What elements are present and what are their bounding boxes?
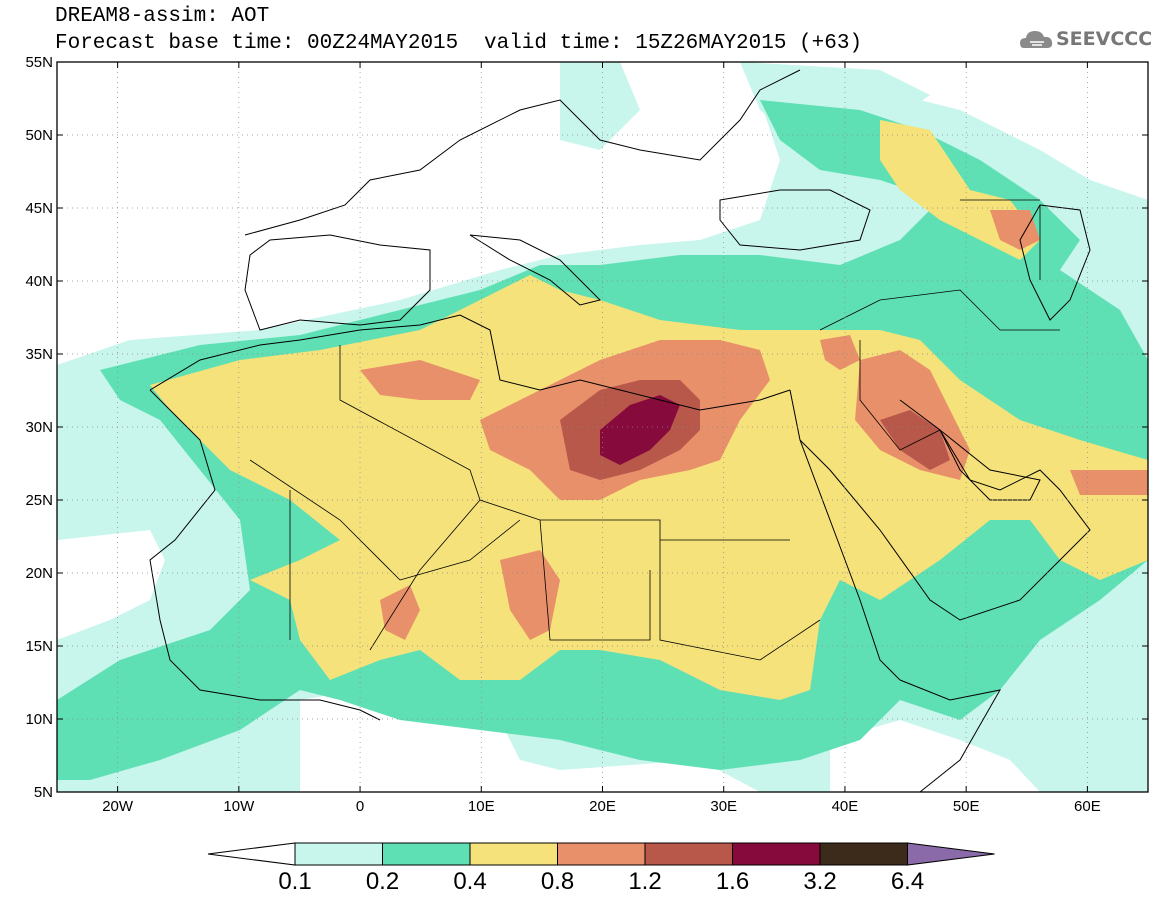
lon-label: 20W: [102, 798, 134, 815]
colorbar: [207, 842, 995, 866]
lat-label: 40N: [25, 273, 53, 290]
aot-level-1.6: [600, 395, 680, 465]
colorbar-segment: [557, 842, 646, 866]
forecast-base-time: Forecast base time: 00Z24MAY2015: [55, 32, 459, 55]
lon-label: 10E: [468, 798, 495, 815]
aot-level-0.8-caspian: [990, 210, 1040, 250]
aot-level-0.8-south: [380, 585, 420, 640]
aot-level-0.8-west: [360, 360, 480, 400]
lat-label: 35N: [25, 346, 53, 363]
no-aot-area-east-africa: [830, 720, 1040, 792]
lat-label: 45N: [25, 200, 53, 217]
caspian-coastline: [1019, 204, 1091, 321]
aot-level-0.8-coast: [820, 335, 860, 370]
lon-label: 10W: [223, 798, 255, 815]
lat-label: 15N: [25, 638, 53, 655]
colorbar-label: 1.6: [715, 868, 750, 895]
colorbar-over-arrow: [907, 842, 995, 866]
colorbar-label: 6.4: [890, 868, 925, 895]
lat-label: 10N: [25, 711, 53, 728]
aot-level-0.8-arabia: [1070, 470, 1148, 495]
colorbar-label: 0.4: [453, 868, 487, 895]
lat-label: 55N: [25, 54, 53, 71]
valid-time: valid time: 15Z26MAY2015 (+63): [484, 32, 863, 55]
chart-title: DREAM8-assim: AOT: [55, 5, 270, 28]
colorbar-label: 0.2: [365, 868, 400, 895]
colorbar-label: 3.2: [803, 868, 837, 895]
colorbar-segment: [644, 842, 733, 866]
lat-label: 20N: [25, 565, 53, 582]
north-africa-coastline: [149, 314, 791, 411]
colorbar-label: 0.1: [278, 868, 312, 895]
coastlines: [149, 69, 1091, 792]
europe-coastline: [244, 69, 801, 236]
colorbar-segment: [469, 842, 558, 866]
lon-label: 30E: [710, 798, 737, 815]
arabia-coastline: [799, 399, 1091, 621]
axis-labels: 55N 50N 45N 40N 35N 30N 25N 20N 15N 10N 5N 20W 10W 0 1…: [25, 54, 1100, 815]
gridlines: [57, 62, 1148, 792]
seevccc-logo: SEEVCCC: [1056, 28, 1153, 50]
axis-ticks: [57, 61, 1148, 793]
no-aot-area-west-africa: [57, 530, 165, 640]
lat-label: 25N: [25, 492, 53, 509]
africa-borders: [249, 345, 821, 661]
black-sea-coastline: [719, 189, 871, 251]
aot-level-0.8-mid: [500, 550, 560, 640]
lon-label: 20E: [589, 798, 616, 815]
lat-label: 5N: [34, 784, 53, 801]
lon-label: 0: [356, 798, 364, 815]
lon-label: 50E: [953, 798, 980, 815]
colorbar-segment: [819, 842, 908, 866]
colorbar-segment: [382, 842, 471, 866]
lon-label: 60E: [1074, 798, 1101, 815]
aot-level-0.1-north: [560, 62, 640, 150]
lat-label: 50N: [25, 127, 53, 144]
aot-fill-layers: [57, 62, 1148, 792]
colorbar-segment: [732, 842, 821, 866]
aot-level-1.2-gulf: [880, 410, 950, 470]
red-sea-coastline: [789, 389, 901, 681]
west-africa-coastline: [149, 389, 381, 721]
middle-east-borders: [819, 199, 1060, 451]
persian-gulf-coastline: [939, 429, 1041, 501]
lat-label: 30N: [25, 419, 53, 436]
cloud-icon: [1020, 31, 1053, 48]
lon-label: 40E: [832, 798, 859, 815]
colorbar-label: 0.8: [540, 868, 575, 895]
colorbar-under-arrow: [207, 842, 296, 866]
colorbar-label: 1.2: [628, 868, 662, 895]
horn-africa-coastline: [899, 679, 1001, 792]
colorbar-segment: [294, 842, 383, 866]
italy-coastline: [469, 234, 601, 306]
iberia-coastline: [244, 234, 431, 331]
